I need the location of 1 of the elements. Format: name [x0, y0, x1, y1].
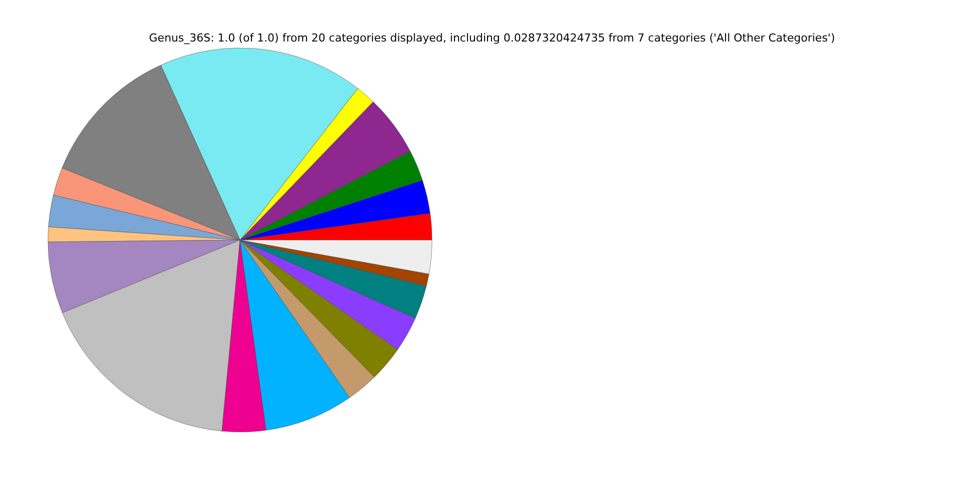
text: Genus_36S: 1.0 (of 1.0) from 20 categories displayed, including 0.0287320424735 from 7 categories ('All Other Categories')	[149, 31, 835, 44]
